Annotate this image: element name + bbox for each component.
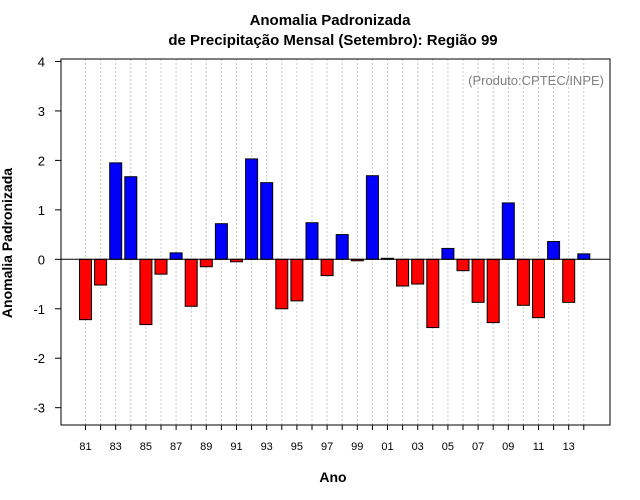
bar-2004 (426, 258, 440, 329)
chart-title-line1: Anomalia Padronizada (250, 12, 412, 29)
bar-1993 (260, 182, 274, 260)
credit-label: (Produto:CPTEC/INPE) (468, 73, 604, 88)
bar-1982 (94, 258, 108, 286)
x-tick-label: 87 (170, 441, 182, 453)
bar-1983 (109, 162, 123, 260)
bar-2007 (471, 258, 485, 303)
x-tick-label: 03 (412, 441, 424, 453)
bars (79, 158, 591, 329)
x-tick-label: 09 (502, 441, 514, 453)
bar-1996 (305, 222, 319, 260)
bar-1994 (275, 258, 289, 310)
bar-1981 (79, 258, 92, 321)
bar-1984 (124, 176, 138, 260)
x-tick-label: 81 (79, 441, 91, 453)
bar-1997 (320, 258, 334, 277)
bar-2013 (562, 258, 576, 303)
x-tick-label: 89 (200, 441, 212, 453)
bar-1998 (335, 234, 349, 260)
x-axis: 81 83 85 87 89 91 93 95 97 99 01 03 05 07 09 11 13 (79, 425, 585, 453)
x-tick-label: 91 (230, 441, 242, 453)
bar-2010 (516, 258, 530, 306)
x-tick-label: 13 (563, 441, 575, 453)
y-tick-label: -3 (33, 401, 45, 416)
x-tick-label: 83 (110, 441, 122, 453)
y-axis: -3 -2 -1 0 1 2 3 4 (33, 54, 61, 416)
bar-1992 (245, 158, 259, 260)
bar-2011 (532, 258, 545, 319)
bar-1985 (139, 258, 153, 326)
y-tick-label: 3 (38, 104, 45, 119)
bar-2002 (396, 258, 410, 287)
bar-2014 (577, 253, 591, 260)
y-tick-label: 2 (38, 153, 45, 168)
grid-lines (85, 59, 585, 425)
y-tick-label: -2 (33, 351, 45, 366)
chart-title-line2: de Precipitação Mensal (Setembro): Regiã… (168, 32, 497, 49)
bar-2008 (486, 258, 500, 324)
bar-2009 (501, 202, 515, 260)
y-tick-label: 0 (38, 252, 45, 267)
bar-1995 (290, 258, 304, 302)
bar-2003 (411, 258, 425, 285)
bar-2005 (441, 247, 455, 260)
bar-1990 (214, 223, 228, 260)
y-tick-label: 1 (38, 203, 45, 218)
x-tick-label: 95 (291, 441, 303, 453)
x-tick-label: 07 (472, 441, 484, 453)
bar-1987 (169, 252, 183, 260)
x-tick-label: 01 (381, 441, 393, 453)
y-tick-label: 4 (38, 54, 45, 69)
bar-1989 (199, 258, 213, 268)
x-tick-label: 05 (442, 441, 454, 453)
bar-2000 (365, 175, 379, 260)
bar-2012 (547, 241, 561, 260)
bar-2006 (456, 258, 470, 272)
x-tick-label: 97 (321, 441, 333, 453)
x-axis-label: Ano (319, 469, 346, 485)
x-tick-label: 85 (140, 441, 152, 453)
x-tick-label: 11 (533, 441, 544, 453)
y-axis-label: Anomalia Padronizada (0, 168, 15, 318)
bar-1988 (184, 258, 198, 307)
x-tick-label: 99 (351, 441, 363, 453)
bar-1986 (154, 258, 168, 275)
y-tick-label: -1 (33, 302, 45, 317)
plot-frame (60, 58, 611, 426)
x-tick-label: 93 (261, 441, 273, 453)
